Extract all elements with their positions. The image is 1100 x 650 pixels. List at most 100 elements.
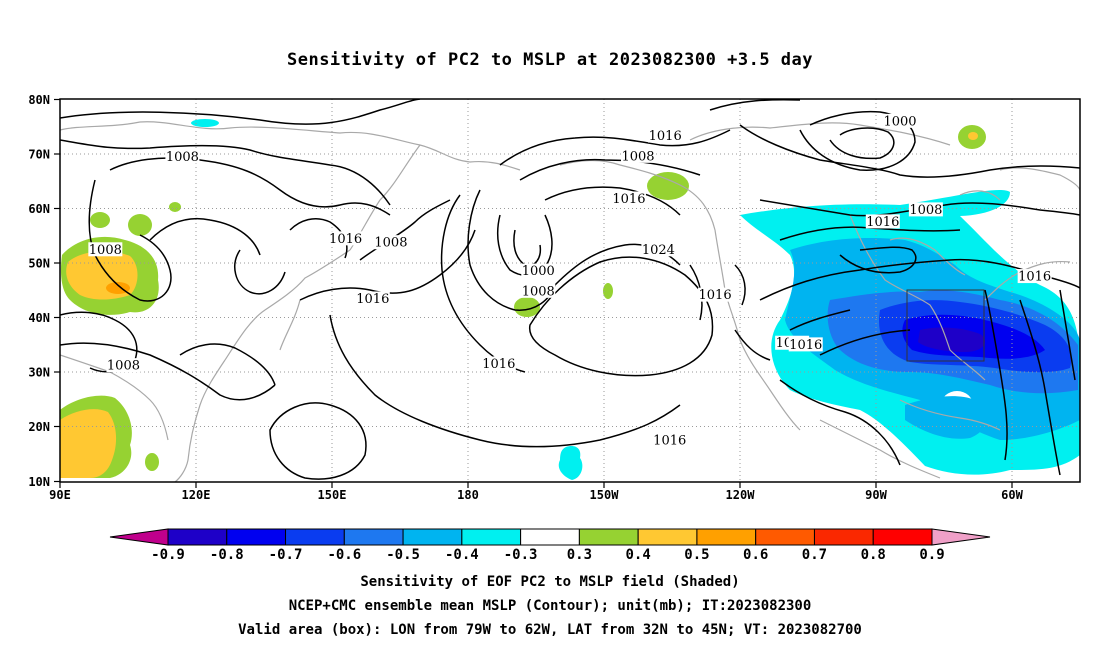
contour-label-bg [621, 148, 655, 163]
contour-label-bg [521, 283, 556, 298]
contour-label-bg [908, 202, 943, 217]
colorbar: -0.9 -0.8 -0.7 -0.6 -0.5 -0.4 -0.3 0.3 0… [109, 528, 991, 563]
positive-patch-indochina [145, 453, 159, 471]
colorbar-label-8: 0.3 [567, 547, 592, 563]
positive-patch-pacific [514, 297, 540, 317]
colorbar-label-14: 0.9 [919, 547, 944, 563]
lat-label-60n: 60N [28, 202, 50, 216]
contour-label: 1000 [883, 114, 916, 129]
colorbar-segment-12 [813, 528, 874, 546]
positive-patch-siberia-east [128, 214, 152, 236]
lon-label-90w: 90W [865, 488, 887, 502]
colorbar-segment-3 [285, 528, 345, 546]
lat-label-70n: 70N [28, 148, 50, 162]
contour-label-bg [165, 149, 200, 164]
contour-label-bg [698, 287, 733, 302]
positive-patch-mid-pacific [603, 283, 613, 299]
axis-ticks [54, 98, 1013, 488]
positive-patch-siberia-north [90, 212, 110, 228]
colorbar-segment-9 [637, 528, 698, 546]
contour-label: 1016 [612, 192, 645, 207]
contour-label-bg [883, 113, 918, 128]
colorbar-label-12: 0.7 [802, 547, 827, 563]
colorbar-label-2: -0.8 [210, 547, 244, 563]
contour-label: 1016 [653, 434, 686, 449]
positive-core-greenland [968, 132, 978, 140]
colorbar-label-4: -0.6 [327, 547, 361, 563]
negative-field-core [918, 327, 985, 352]
colorbar-segment-13 [872, 528, 933, 546]
contour-label: 1008 [374, 236, 407, 251]
contour-label: 1024 [642, 243, 675, 258]
positive-core-south-asia [60, 409, 117, 478]
contour-label-bg [106, 358, 141, 373]
colorbar-segment-low-triangle [109, 528, 169, 546]
colorbar-segment-8 [578, 528, 639, 546]
colorbar-label-3: -0.7 [269, 547, 303, 563]
colorbar-segment-7 [520, 528, 580, 546]
contour-label-bg [88, 242, 123, 257]
colorbar-label-5: -0.5 [386, 547, 420, 563]
colorbar-label-9: 0.4 [626, 547, 651, 563]
lon-label-60w: 60W [1001, 488, 1023, 502]
colorbar-label-10: 0.5 [684, 547, 709, 563]
colorbar-label-6: -0.4 [445, 547, 479, 563]
contour-label: 1008 [621, 149, 654, 164]
contour-label: 1016 [789, 338, 822, 353]
contour-label-bg [373, 235, 408, 250]
contour-label: 1016 [482, 357, 515, 372]
contour-label-bg [641, 242, 676, 257]
colorbar-segment-6 [461, 528, 522, 546]
valid-area-box [906, 289, 985, 362]
negative-field-caribbean [905, 396, 988, 439]
lat-label-80n: 80N [28, 93, 50, 107]
negative-patch-pacific-south [558, 446, 583, 480]
colorbar-label-1: -0.9 [151, 547, 185, 563]
colorbar-segment-4 [343, 528, 404, 546]
contour-label-bg [1017, 269, 1052, 284]
caption-line-3: Valid area (box): LON from 79W to 62W, L… [238, 622, 862, 638]
contour-label: 1008 [89, 243, 122, 258]
contour-label: 1016 [866, 215, 899, 230]
contour-label-bg [611, 191, 646, 206]
caption-line-2: NCEP+CMC ensemble mean MSLP (Contour); u… [288, 598, 812, 614]
contour-label-bg [355, 291, 390, 306]
plot-frame [59, 98, 1081, 483]
negative-patch-alaska-north [191, 119, 219, 127]
contour-label-bg [788, 337, 823, 352]
page-title: Sensitivity of PC2 to MSLP at 2023082300… [286, 50, 813, 70]
lon-label-120w: 120W [726, 488, 756, 502]
colorbar-label-11: 0.6 [743, 547, 768, 563]
colorbar-label-13: 0.8 [861, 547, 886, 563]
contour-label: 1016 [329, 232, 362, 247]
contour-label: 1008 [909, 203, 942, 218]
lat-label-10n: 10N [28, 475, 50, 489]
contour-label-bg [521, 263, 556, 278]
contour-label: 1016 [699, 288, 732, 303]
contour-label-bg [481, 356, 516, 371]
colorbar-segment-10 [696, 528, 757, 546]
lon-label-150w: 150W [590, 488, 620, 502]
lon-label-120e: 120E [182, 488, 211, 502]
colorbar-segment-1 [167, 528, 228, 546]
colorbar-segment-11 [755, 528, 815, 546]
longitude-labels: 90E 120E 150E 180 150W 120W 90W 60W [49, 488, 1023, 502]
contour-label-bg [328, 231, 363, 246]
colorbar-segment-high-triangle [931, 528, 991, 546]
contour-labels: 1008 1016 1008 1008 1016 1008 1016 1016 1008 1016… [88, 113, 1052, 449]
contour-label: 1016 [649, 129, 682, 144]
colorbar-label-7: -0.3 [504, 547, 538, 563]
lat-label-20n: 20N [28, 420, 50, 434]
lat-label-40n: 40N [28, 311, 50, 325]
contour-label: 1016 [356, 292, 389, 307]
contour-label: 1000 [522, 264, 555, 279]
contour-label: 1008 [522, 284, 555, 299]
colorbar-segment-2 [226, 528, 287, 546]
lon-label-150e: 150E [318, 488, 347, 502]
contour-label: 1016 [1018, 270, 1051, 285]
caption-line-1: Sensitivity of EOF PC2 to MSLP field (Sh… [360, 574, 740, 590]
lat-label-50n: 50N [28, 257, 50, 271]
lon-label-90e: 90E [49, 488, 71, 502]
lat-label-30n: 30N [28, 366, 50, 380]
